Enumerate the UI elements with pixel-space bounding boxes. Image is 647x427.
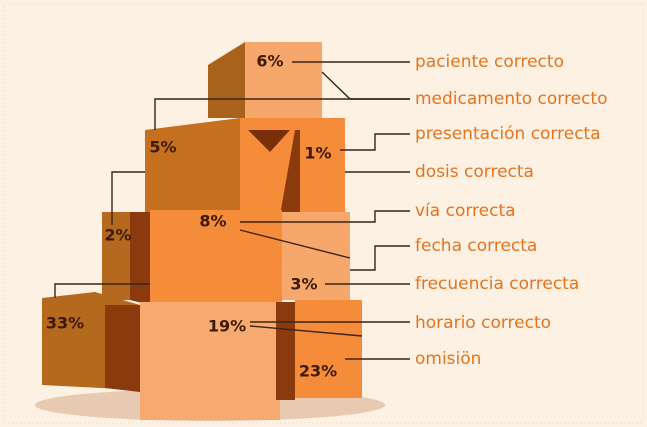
item-label: medicamento correcto — [415, 89, 608, 109]
item-percent: 23% — [299, 362, 337, 381]
item-percent: 2% — [104, 226, 131, 245]
item-percent: 1% — [304, 144, 331, 163]
item-percent: 3% — [290, 275, 317, 294]
item-percent: 19% — [208, 317, 246, 336]
item-label: horario correcto — [415, 313, 551, 333]
item-percent: 5% — [149, 138, 176, 157]
item-label: fecha correcta — [415, 236, 537, 256]
item-label: omisiön — [415, 349, 481, 369]
item-label: vía correcta — [415, 201, 516, 221]
item-label: presentación correcta — [415, 124, 601, 144]
item-percent: 8% — [199, 212, 226, 231]
item-label: frecuencia correcta — [415, 274, 579, 294]
infographic: paciente correcto 6% medicamento correcto 5… — [0, 0, 647, 427]
item-percent: 6% — [256, 52, 283, 71]
item-label: paciente correcto — [415, 52, 564, 72]
item-label: dosis correcta — [415, 162, 534, 182]
item-percent: 33% — [46, 314, 84, 333]
